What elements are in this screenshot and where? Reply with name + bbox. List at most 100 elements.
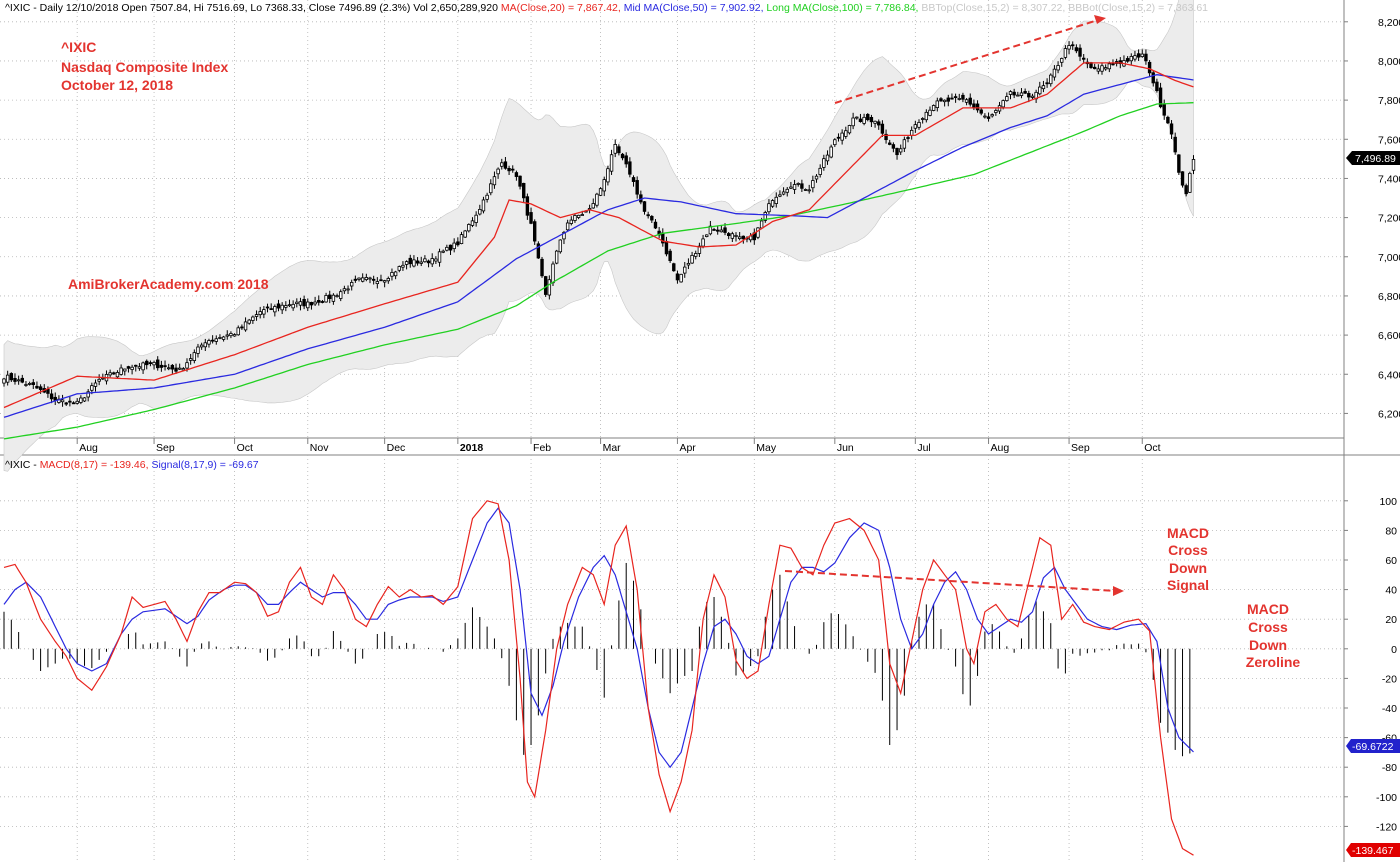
candle-body <box>1184 185 1188 195</box>
candle <box>796 182 800 187</box>
candle <box>847 124 852 135</box>
candle-body <box>199 344 204 348</box>
candle-body <box>683 266 687 274</box>
candle-body <box>957 98 961 100</box>
candle <box>650 215 654 223</box>
candle-body <box>320 301 325 303</box>
candle-body <box>1125 58 1130 62</box>
candle <box>152 360 156 370</box>
candle-body <box>554 250 559 264</box>
candle-body <box>276 303 281 309</box>
candle <box>27 381 32 386</box>
candle-body <box>368 277 372 280</box>
candle-body <box>814 175 819 180</box>
annotation-index-name: Nasdaq Composite Index <box>61 59 228 75</box>
candle-body <box>82 397 87 402</box>
candle-body <box>137 366 142 369</box>
candle-body <box>547 279 552 296</box>
candle <box>1173 132 1177 155</box>
candle-body <box>800 183 804 189</box>
candle-body <box>1005 96 1009 102</box>
candle-body <box>115 372 120 378</box>
price-ytick-label: 8,200 <box>1378 17 1400 29</box>
candle <box>792 179 797 194</box>
candle-body <box>525 196 530 216</box>
candle-body <box>598 188 603 196</box>
candle <box>2 377 6 387</box>
candle-body <box>419 261 423 264</box>
candle <box>1144 49 1148 65</box>
candle <box>1096 64 1101 75</box>
candle <box>906 135 910 143</box>
candle <box>818 164 822 178</box>
macd-ytick-label: 0 <box>1391 644 1397 656</box>
candle <box>258 306 262 319</box>
candle <box>346 285 350 294</box>
candle-body <box>1023 91 1027 94</box>
candle <box>1012 88 1016 99</box>
candle <box>939 97 943 102</box>
candle-body <box>1045 82 1049 85</box>
candle <box>507 165 511 175</box>
candle-body <box>426 260 431 264</box>
candle-body <box>543 276 548 295</box>
candle-body <box>730 233 735 239</box>
candle-body <box>371 278 376 281</box>
candle <box>397 265 401 273</box>
candle <box>306 298 310 312</box>
macd-ytick-label: 40 <box>1385 585 1397 597</box>
candle <box>920 117 925 124</box>
annotation2-line3: Down <box>1249 637 1287 653</box>
candle <box>291 300 295 311</box>
candle-body <box>258 311 262 316</box>
candle <box>877 119 881 130</box>
candle-body <box>756 227 760 238</box>
candle <box>1071 41 1075 50</box>
month-label: Oct <box>237 442 253 454</box>
candle-body <box>785 188 789 193</box>
candle-body <box>393 271 398 277</box>
candle-body <box>390 272 394 277</box>
macd-annotations: MACD Cross Down Signal MACD Cross Down Z… <box>1167 525 1300 670</box>
candle <box>558 239 563 254</box>
candle <box>331 293 336 305</box>
candle <box>540 256 544 278</box>
candle <box>1056 61 1060 74</box>
candle-body <box>46 388 50 394</box>
candle-body <box>1136 53 1141 58</box>
candle-body <box>884 133 888 141</box>
candle <box>254 310 259 321</box>
candle <box>1074 44 1079 54</box>
candle <box>430 253 434 267</box>
candle <box>814 174 819 183</box>
candle-body <box>770 200 775 207</box>
candle-body <box>489 183 493 194</box>
price-ytick-label: 7,800 <box>1378 95 1400 107</box>
candle <box>1023 88 1027 95</box>
candle-body <box>93 382 98 387</box>
candle-body <box>408 257 412 265</box>
candle <box>148 360 153 367</box>
candle-body <box>1191 159 1196 171</box>
candle <box>807 184 811 194</box>
candle-body <box>97 378 101 382</box>
candle <box>511 165 515 173</box>
candle <box>126 365 131 373</box>
candle <box>243 317 248 332</box>
price-ytick-label: 7,200 <box>1378 213 1400 225</box>
candle-body <box>931 105 936 111</box>
candle-body <box>737 236 742 240</box>
candle-body <box>423 258 427 263</box>
candle-body <box>441 250 445 253</box>
candle-body <box>31 382 35 386</box>
candle <box>547 275 552 300</box>
candle <box>642 201 647 215</box>
candle <box>298 297 303 311</box>
candle-body <box>353 278 358 281</box>
candle-body <box>64 402 68 405</box>
price-header-ma50: Mid MA(Close,50) = 7,902.92, <box>624 2 767 14</box>
macd-ytick-label: -20 <box>1382 673 1397 685</box>
candle <box>382 279 387 288</box>
